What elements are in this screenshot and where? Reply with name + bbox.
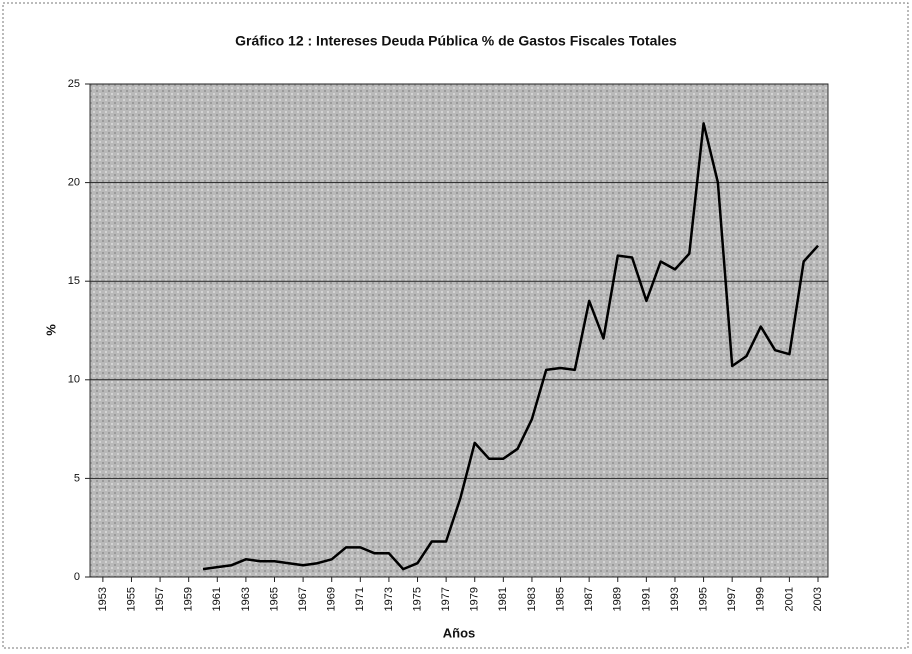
x-tick-label: 2003 (812, 587, 824, 611)
x-tick-label: 1987 (583, 587, 595, 611)
x-tick-label: 1997 (726, 587, 738, 611)
y-tick-label: 5 (74, 472, 80, 484)
y-tick-label: 15 (68, 275, 80, 287)
x-tick-label: 1965 (268, 587, 280, 611)
x-tick-label: 1983 (526, 587, 538, 611)
x-tick-label: 1959 (183, 587, 195, 611)
chart-title: Gráfico 12 : Intereses Deuda Pública % d… (235, 33, 677, 49)
y-tick-label: 10 (68, 374, 80, 386)
x-tick-label: 1967 (297, 587, 309, 611)
x-tick-label: 1979 (469, 587, 481, 611)
x-tick-label: 1977 (440, 587, 452, 611)
y-tick-label: 20 (68, 177, 80, 189)
x-tick-label: 1975 (411, 587, 423, 611)
x-tick-label: 1971 (354, 587, 366, 611)
x-tick-label: 1963 (240, 587, 252, 611)
x-tick-label: 1961 (211, 587, 223, 611)
x-tick-label: 1995 (697, 587, 709, 611)
x-tick-label: 1991 (640, 587, 652, 611)
x-tick-label: 1955 (125, 587, 137, 611)
x-tick-label: 1999 (755, 587, 767, 611)
x-axis-label: Años (443, 625, 476, 640)
x-tick-label: 2001 (783, 587, 795, 611)
x-tick-label: 1969 (326, 587, 338, 611)
x-tick-label: 1981 (497, 587, 509, 611)
plot-area (89, 83, 829, 578)
y-tick-label: 25 (68, 78, 80, 90)
x-tick-label: 1985 (554, 587, 566, 611)
x-tick-label: 1957 (154, 587, 166, 611)
y-axis-label: % (43, 324, 58, 336)
x-tick-label: 1989 (612, 587, 624, 611)
x-tick-label: 1973 (383, 587, 395, 611)
x-tick-label: 1953 (97, 587, 109, 611)
data-line (202, 122, 819, 571)
y-tick-label: 0 (74, 571, 80, 583)
x-tick-label: 1993 (669, 587, 681, 611)
